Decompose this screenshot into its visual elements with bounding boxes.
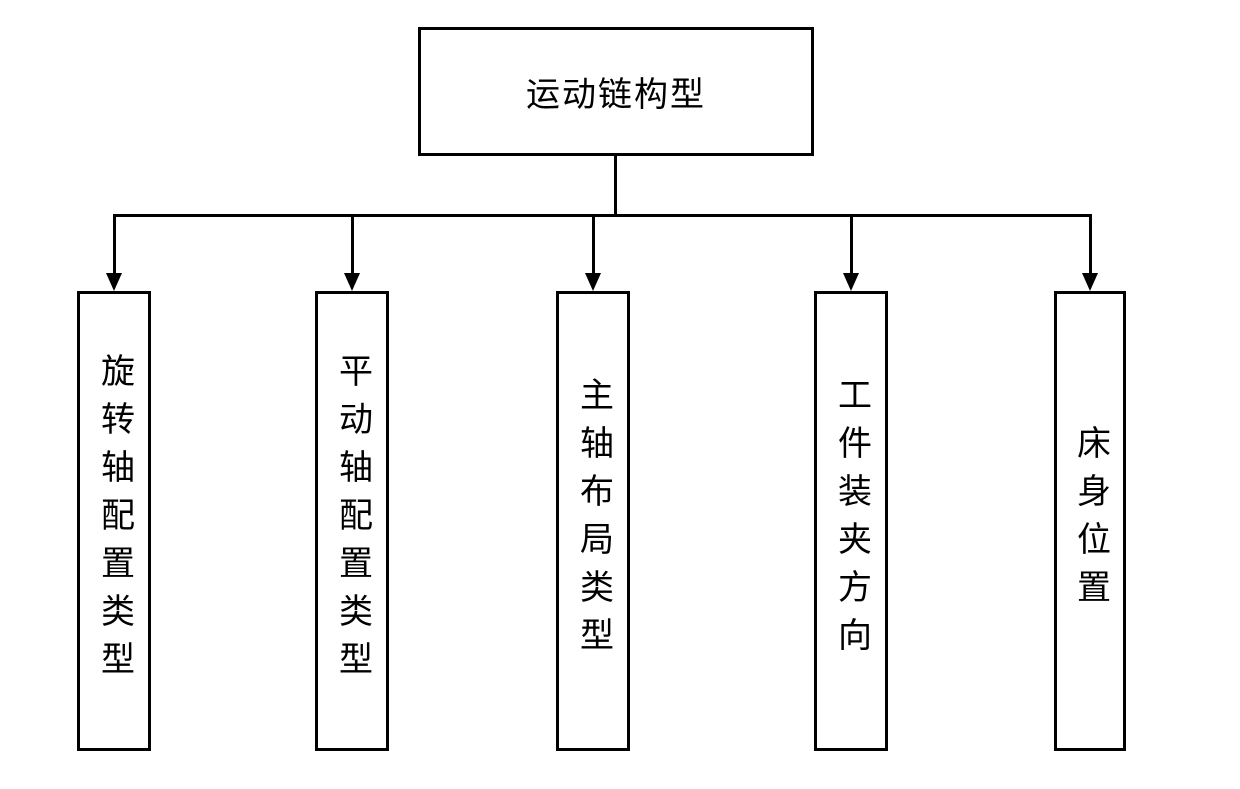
arrow-4 xyxy=(843,273,859,291)
child-connector-5 xyxy=(1089,214,1092,274)
arrow-2 xyxy=(344,273,360,291)
child-label-3: 主轴布局类型 xyxy=(569,377,618,665)
child-label-1: 旋转轴配置类型 xyxy=(90,353,139,689)
child-connector-2 xyxy=(351,214,354,274)
tree-diagram: 运动链构型 旋转轴配置类型 平动轴配置类型 主轴布局类型 工件装夹方向 床身位置 xyxy=(0,0,1240,789)
arrow-5 xyxy=(1082,273,1098,291)
arrow-3 xyxy=(585,273,601,291)
child-connector-1 xyxy=(113,214,116,274)
child-label-2: 平动轴配置类型 xyxy=(328,353,377,689)
child-node-5: 床身位置 xyxy=(1054,291,1126,751)
child-label-4: 工件装夹方向 xyxy=(827,377,876,665)
child-label-5: 床身位置 xyxy=(1066,425,1115,617)
child-node-4: 工件装夹方向 xyxy=(814,291,888,751)
root-label: 运动链构型 xyxy=(526,67,706,116)
child-connector-4 xyxy=(850,214,853,274)
arrow-1 xyxy=(106,273,122,291)
horizontal-bar xyxy=(113,214,1092,217)
child-node-1: 旋转轴配置类型 xyxy=(77,291,151,751)
child-node-2: 平动轴配置类型 xyxy=(315,291,389,751)
child-node-3: 主轴布局类型 xyxy=(556,291,630,751)
root-connector xyxy=(614,156,617,215)
root-node: 运动链构型 xyxy=(418,27,814,156)
child-connector-3 xyxy=(592,214,595,274)
